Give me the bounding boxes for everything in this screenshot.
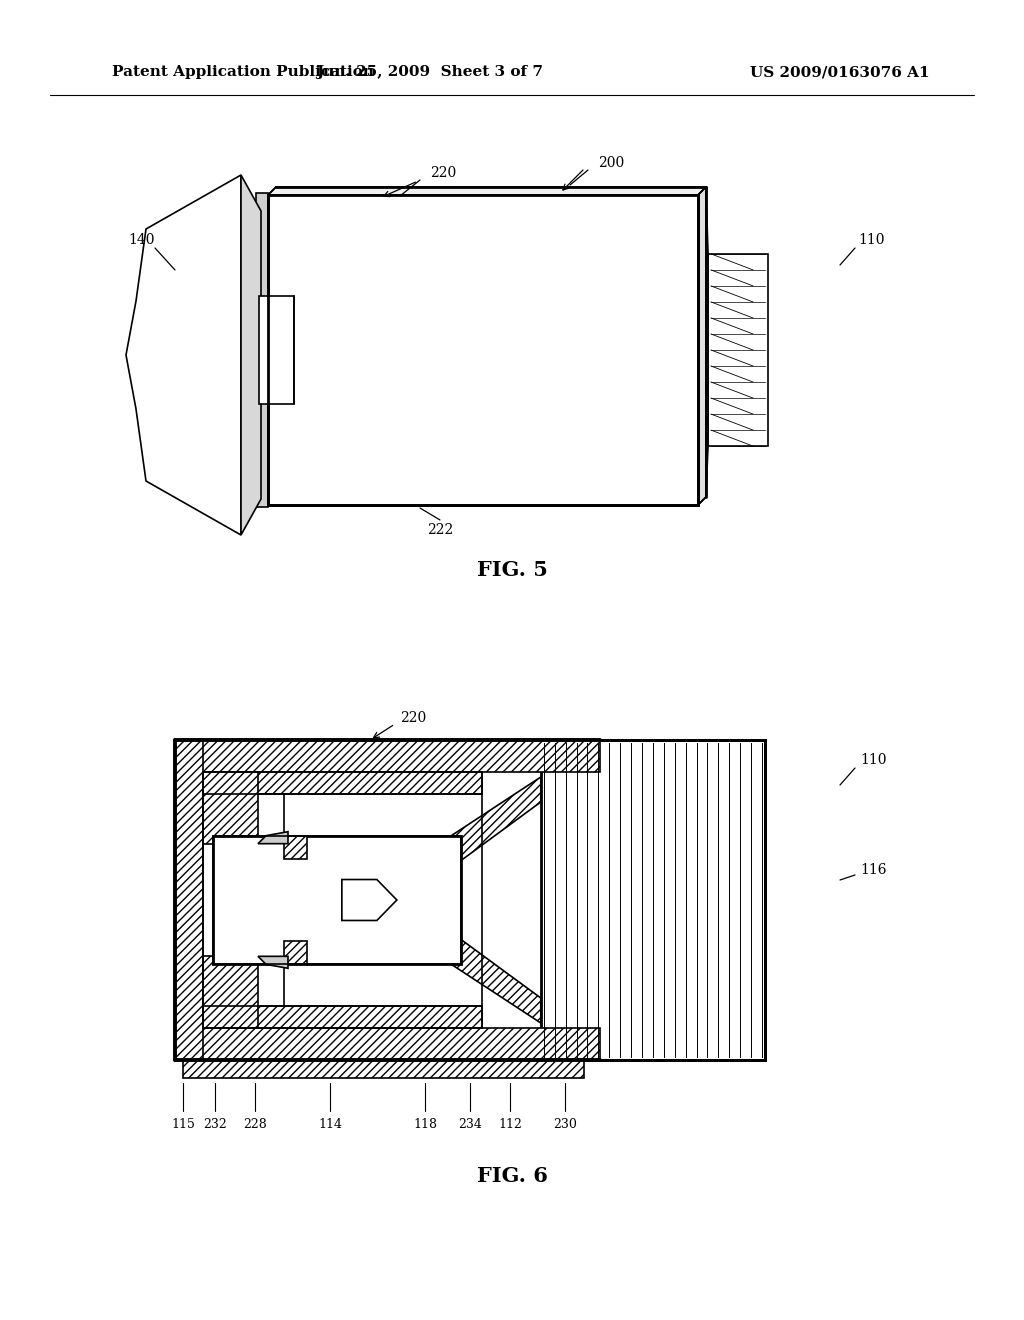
Text: 140: 140 (128, 234, 155, 247)
Bar (203, 772, 482, 795)
Polygon shape (258, 956, 288, 969)
Polygon shape (451, 777, 541, 869)
Text: 112: 112 (498, 1118, 522, 1130)
Text: FIG. 5: FIG. 5 (476, 560, 548, 579)
Bar (541, 741, 765, 1060)
Polygon shape (706, 187, 708, 498)
Bar (213, 795, 284, 836)
Bar (203, 956, 258, 1028)
Text: 220: 220 (400, 711, 426, 725)
Bar (268, 195, 698, 506)
Bar (175, 1028, 600, 1060)
Bar (259, 296, 294, 404)
Polygon shape (241, 176, 261, 535)
Bar (203, 1006, 482, 1028)
Polygon shape (342, 879, 397, 920)
Text: Jun. 25, 2009  Sheet 3 of 7: Jun. 25, 2009 Sheet 3 of 7 (316, 65, 544, 79)
Bar (183, 1060, 585, 1078)
Bar (213, 836, 461, 964)
Text: 220: 220 (430, 166, 457, 180)
Bar (203, 772, 258, 843)
Polygon shape (258, 832, 288, 843)
Bar (175, 741, 203, 1060)
Text: 222: 222 (427, 523, 454, 537)
Bar (284, 836, 307, 859)
Polygon shape (451, 932, 541, 1023)
Text: 114: 114 (318, 1118, 342, 1130)
Text: 230: 230 (553, 1118, 577, 1130)
Text: 110: 110 (860, 752, 887, 767)
Text: 234: 234 (458, 1118, 482, 1130)
Text: US 2009/0163076 A1: US 2009/0163076 A1 (750, 65, 930, 79)
Text: 116: 116 (860, 863, 887, 876)
Text: 118: 118 (413, 1118, 437, 1130)
Bar (708, 253, 768, 446)
Text: 115: 115 (171, 1118, 195, 1130)
Text: 228: 228 (243, 1118, 267, 1130)
Text: FIG. 6: FIG. 6 (476, 1166, 548, 1185)
Bar (175, 741, 600, 772)
Polygon shape (126, 176, 241, 535)
Text: 200: 200 (598, 156, 625, 170)
Text: 110: 110 (858, 234, 885, 247)
Polygon shape (268, 187, 706, 195)
Polygon shape (698, 187, 706, 506)
Bar (213, 964, 284, 1006)
Bar (256, 193, 268, 507)
Bar (284, 941, 307, 964)
Text: Patent Application Publication: Patent Application Publication (112, 65, 374, 79)
Text: 232: 232 (203, 1118, 227, 1130)
